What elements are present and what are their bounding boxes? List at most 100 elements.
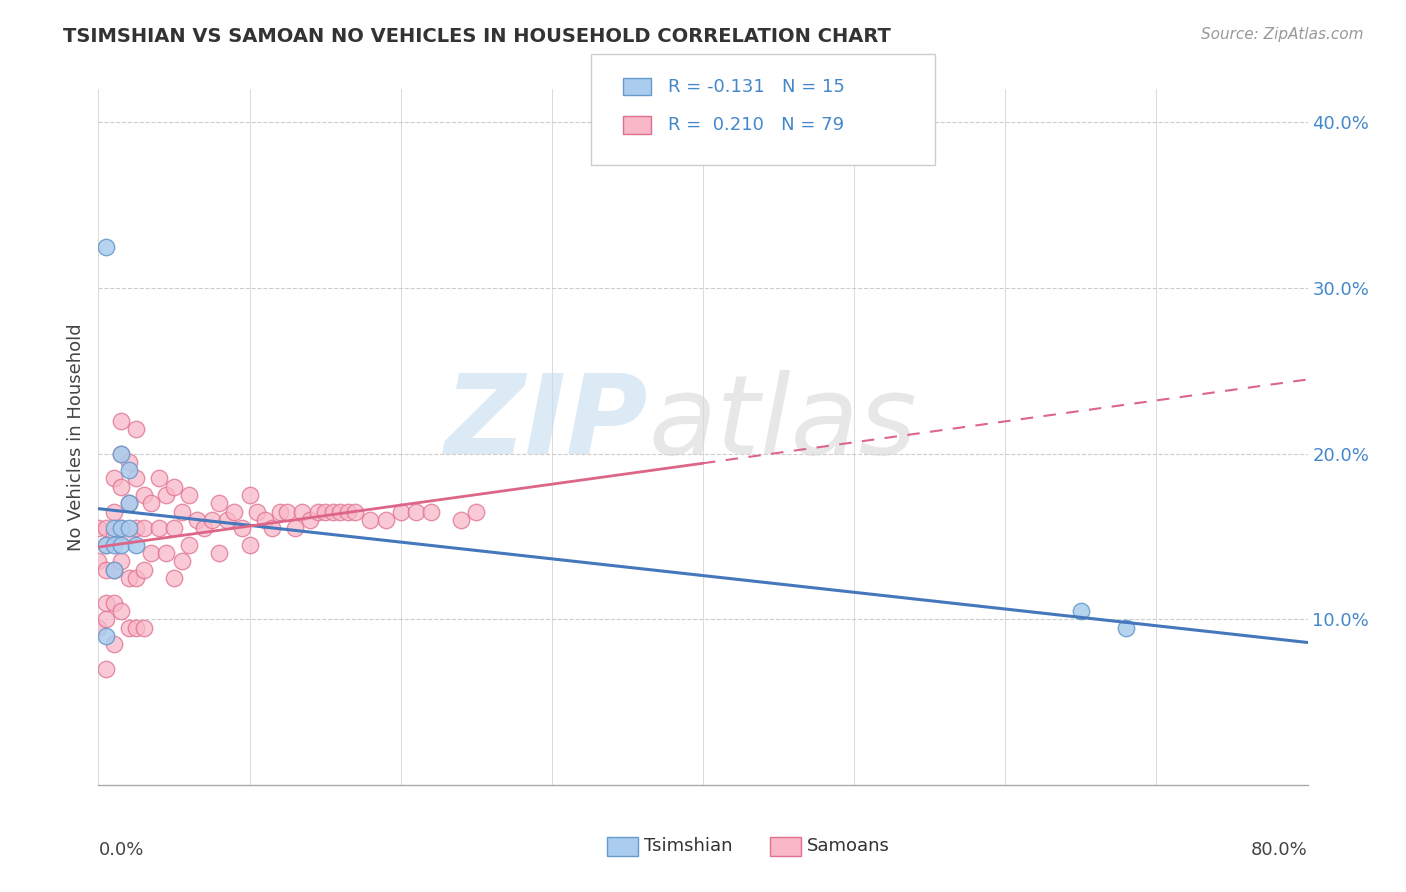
Point — [103, 563, 125, 577]
Text: 80.0%: 80.0% — [1251, 841, 1308, 859]
Point — [208, 546, 231, 560]
Text: R = -0.131   N = 15: R = -0.131 N = 15 — [668, 78, 845, 95]
Point — [87, 521, 110, 535]
Point — [307, 505, 329, 519]
Point — [276, 505, 298, 519]
Point — [284, 521, 307, 535]
Point — [155, 546, 177, 560]
Point — [125, 571, 148, 585]
Point — [103, 471, 125, 485]
Point — [110, 604, 132, 618]
Point — [193, 521, 215, 535]
Point — [110, 447, 132, 461]
Point — [94, 521, 117, 535]
Point — [299, 513, 322, 527]
Point — [186, 513, 208, 527]
Point — [246, 505, 269, 519]
Point — [103, 596, 125, 610]
Point — [94, 538, 117, 552]
Point — [314, 505, 336, 519]
Point — [179, 538, 201, 552]
Point — [132, 488, 155, 502]
Point — [110, 447, 132, 461]
Point — [201, 513, 224, 527]
Point — [94, 612, 117, 626]
Point — [110, 521, 132, 535]
Point — [163, 571, 186, 585]
Text: 0.0%: 0.0% — [98, 841, 143, 859]
Point — [170, 554, 193, 568]
Point — [118, 463, 141, 477]
Point — [269, 505, 291, 519]
Point — [405, 505, 427, 519]
Text: atlas: atlas — [648, 369, 917, 476]
Point — [1070, 604, 1092, 618]
Point — [94, 563, 117, 577]
Point — [344, 505, 367, 519]
Point — [253, 513, 276, 527]
Point — [291, 505, 314, 519]
Point — [224, 505, 246, 519]
Point — [465, 505, 488, 519]
Point — [450, 513, 472, 527]
Point — [215, 513, 238, 527]
Point — [155, 488, 177, 502]
Point — [118, 529, 141, 543]
Point — [231, 521, 253, 535]
Point — [141, 546, 163, 560]
Point — [118, 496, 141, 510]
Point — [94, 662, 117, 676]
Point — [163, 480, 186, 494]
Text: TSIMSHIAN VS SAMOAN NO VEHICLES IN HOUSEHOLD CORRELATION CHART: TSIMSHIAN VS SAMOAN NO VEHICLES IN HOUSE… — [63, 27, 891, 45]
Point — [87, 621, 110, 635]
Point — [125, 521, 148, 535]
Point — [125, 621, 148, 635]
Point — [239, 538, 262, 552]
Point — [420, 505, 443, 519]
Point — [103, 538, 125, 552]
Point — [94, 538, 117, 552]
Point — [132, 521, 155, 535]
Point — [141, 496, 163, 510]
Point — [94, 239, 117, 253]
Point — [1115, 621, 1137, 635]
Text: Tsimshian: Tsimshian — [644, 837, 733, 855]
Point — [336, 505, 359, 519]
Point — [110, 538, 132, 552]
Point — [389, 505, 412, 519]
Point — [170, 505, 193, 519]
Point — [322, 505, 344, 519]
Y-axis label: No Vehicles in Household: No Vehicles in Household — [66, 323, 84, 551]
Point — [125, 422, 148, 436]
Point — [374, 513, 396, 527]
Text: R =  0.210   N = 79: R = 0.210 N = 79 — [668, 116, 844, 134]
Point — [87, 554, 110, 568]
Text: ZIP: ZIP — [446, 369, 648, 476]
Point — [262, 521, 284, 535]
Point — [94, 596, 117, 610]
Point — [132, 563, 155, 577]
Text: Samoans: Samoans — [807, 837, 890, 855]
Point — [110, 554, 132, 568]
Point — [110, 521, 132, 535]
Point — [103, 529, 125, 543]
Point — [118, 621, 141, 635]
Point — [103, 521, 125, 535]
Point — [94, 629, 117, 643]
Point — [132, 621, 155, 635]
Point — [118, 496, 141, 510]
Text: Source: ZipAtlas.com: Source: ZipAtlas.com — [1201, 27, 1364, 42]
Point — [360, 513, 382, 527]
Point — [125, 471, 148, 485]
Point — [239, 488, 262, 502]
Point — [148, 521, 170, 535]
Point — [118, 521, 141, 535]
Point — [208, 496, 231, 510]
Point — [110, 480, 132, 494]
Point — [103, 505, 125, 519]
Point — [179, 488, 201, 502]
Point — [163, 521, 186, 535]
Point — [148, 471, 170, 485]
Point — [103, 563, 125, 577]
Point — [125, 538, 148, 552]
